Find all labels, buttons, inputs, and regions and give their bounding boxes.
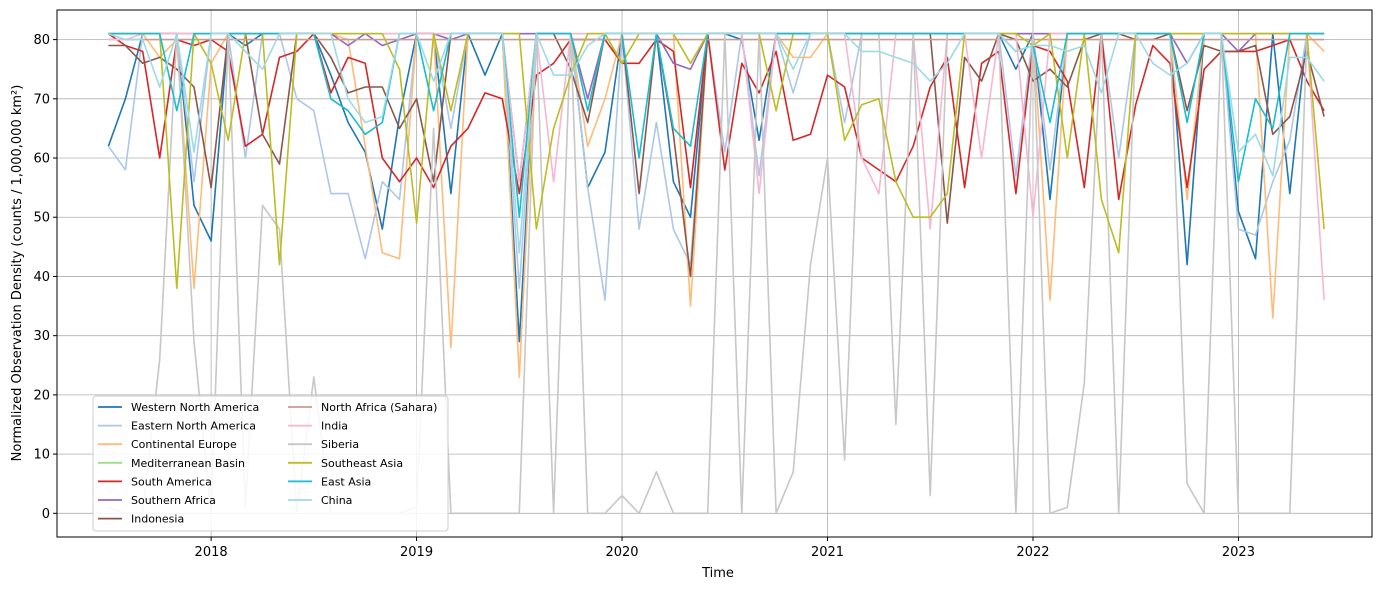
y-axis-label: Normalized Observation Density (counts /… — [10, 85, 25, 462]
y-tick-label: 20 — [33, 388, 50, 403]
y-tick-label: 0 — [42, 507, 50, 522]
y-tick-label: 50 — [33, 211, 50, 226]
tick-layer: 0 10 20 30 40 50 60 70 80 2018 2019 2020 2021 2022 202… — [33, 33, 1255, 560]
x-tick-label: 2019 — [400, 545, 433, 560]
x-axis-label: Time — [701, 566, 734, 581]
series-line-east-asia — [108, 32, 1325, 218]
series-line-indonesia — [108, 32, 1325, 278]
series-layer — [107, 32, 1325, 515]
plot-frame — [56, 9, 1373, 538]
legend-label-continental-europe: Continental Europe — [131, 438, 237, 451]
legend-label-siberia: Siberia — [321, 438, 359, 451]
y-tick-label: 30 — [33, 329, 50, 344]
y-tick-label: 10 — [33, 448, 50, 463]
legend-label-south-america: South America — [131, 475, 212, 488]
series-line-china — [108, 32, 1325, 254]
y-tick-label: 60 — [33, 152, 50, 167]
legend-label-southern-africa: Southern Africa — [131, 494, 216, 507]
legend-label-southeast-asia: Southeast Asia — [321, 457, 403, 470]
x-tick-label: 2021 — [811, 545, 844, 560]
y-tick-label: 80 — [33, 33, 50, 48]
legend-label-indonesia: Indonesia — [131, 513, 184, 526]
series-line-southeast-asia — [108, 32, 1325, 290]
legend-label-india: India — [321, 420, 348, 433]
legend-label-western-north-america: Western North America — [131, 401, 259, 414]
series-line-eastern-north-america — [107, 32, 1325, 301]
legend-label-east-asia: East Asia — [321, 475, 371, 488]
x-tick-label: 2022 — [1016, 545, 1049, 560]
x-tick-label: 2023 — [1222, 545, 1255, 560]
y-tick-label: 70 — [33, 92, 50, 107]
legend-box — [92, 395, 449, 532]
legend: Western North America Eastern North Ameri… — [92, 395, 449, 532]
legend-label-mediterranean-basin: Mediterranean Basin — [131, 457, 245, 470]
x-tick-label: 2018 — [195, 545, 228, 560]
x-tick-label: 2020 — [605, 545, 638, 560]
series-line-south-america — [107, 32, 1325, 201]
legend-label-eastern-north-america: Eastern North America — [131, 420, 256, 433]
legend-label-china: China — [321, 494, 352, 507]
y-tick-label: 40 — [33, 270, 50, 285]
legend-label-north-africa-sahara: North Africa (Sahara) — [321, 401, 437, 414]
